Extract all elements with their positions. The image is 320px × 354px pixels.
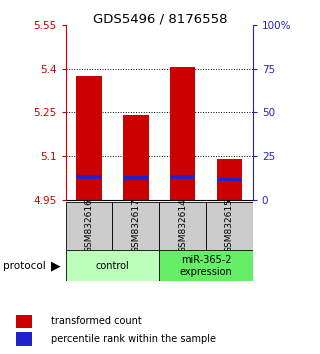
Text: transformed count: transformed count bbox=[52, 316, 142, 326]
Bar bbox=[170, 67, 196, 200]
Bar bbox=[123, 115, 149, 200]
Bar bbox=[16, 315, 32, 328]
Text: protocol: protocol bbox=[3, 261, 46, 271]
Text: miR-365-2
expression: miR-365-2 expression bbox=[180, 255, 232, 277]
Bar bbox=[217, 159, 242, 200]
Bar bbox=[217, 178, 242, 182]
Bar bbox=[206, 202, 253, 250]
Text: GSM832617: GSM832617 bbox=[131, 198, 140, 253]
Bar bbox=[76, 76, 102, 200]
Bar bbox=[66, 250, 159, 281]
Text: GDS5496 / 8176558: GDS5496 / 8176558 bbox=[93, 12, 227, 25]
Bar bbox=[123, 176, 149, 180]
Text: ▶: ▶ bbox=[51, 259, 61, 272]
Bar bbox=[112, 202, 159, 250]
Bar bbox=[159, 202, 206, 250]
Bar bbox=[170, 175, 196, 178]
Bar bbox=[76, 175, 102, 178]
Text: control: control bbox=[96, 261, 129, 271]
Text: GSM832616: GSM832616 bbox=[84, 198, 93, 253]
Text: GSM832614: GSM832614 bbox=[178, 198, 187, 253]
Text: percentile rank within the sample: percentile rank within the sample bbox=[52, 334, 217, 344]
Bar bbox=[159, 250, 253, 281]
Bar bbox=[66, 202, 112, 250]
Text: GSM832615: GSM832615 bbox=[225, 198, 234, 253]
Bar bbox=[16, 332, 32, 346]
